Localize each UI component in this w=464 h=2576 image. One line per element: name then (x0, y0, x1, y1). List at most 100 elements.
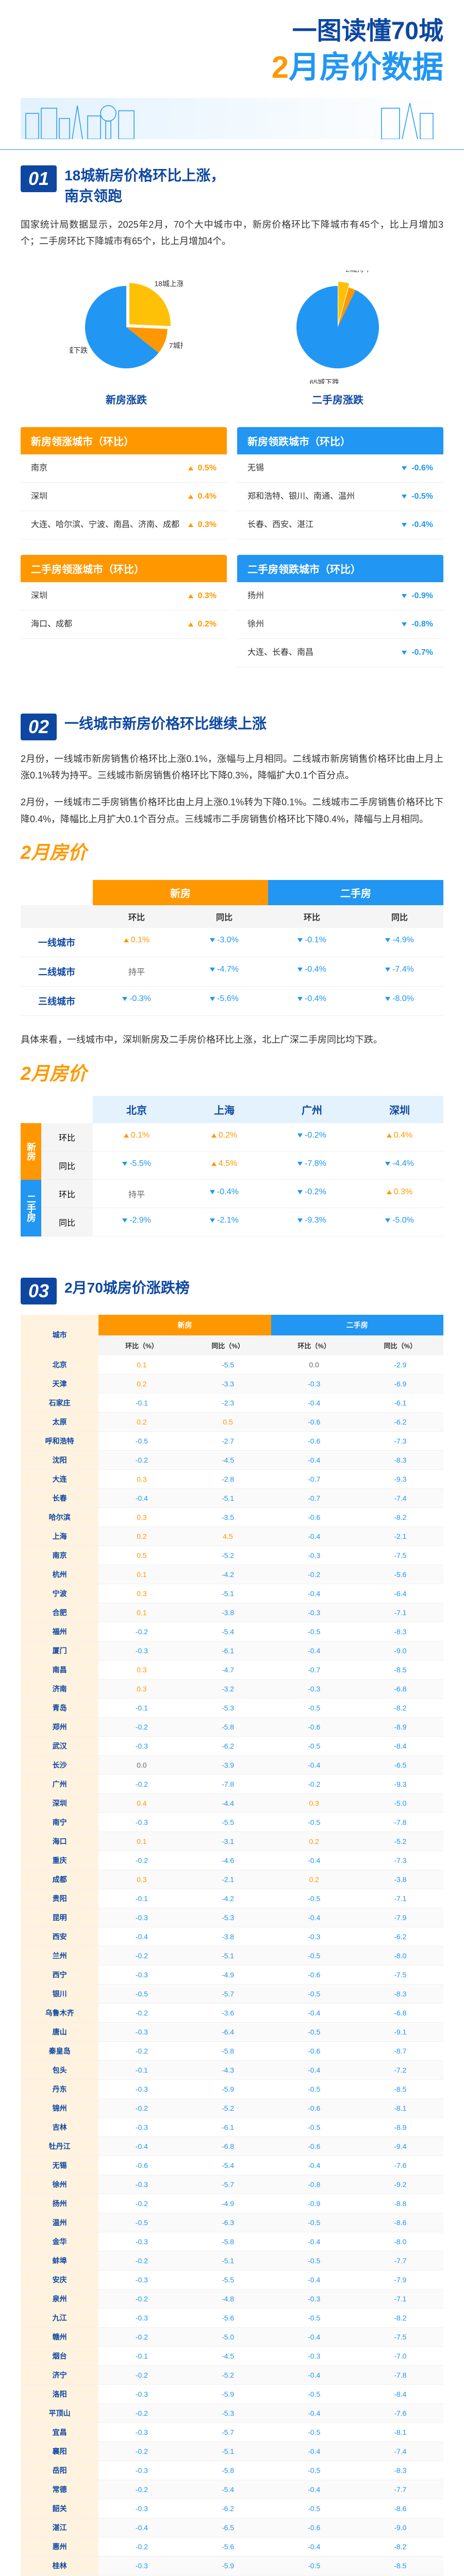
city-cell: -0.2% (268, 1123, 356, 1151)
table-row: 昆明 -0.3 -5.3 -0.4 -7.9 (21, 1908, 443, 1927)
table-row: 银川 -0.5 -5.7 -0.5 -8.3 (21, 1984, 443, 2003)
table-row: 徐州 -0.3 -5.7 -0.8 -9.2 (21, 2175, 443, 2194)
big-table: 城市 新房 二手房 环比（%） 同比（%） 环比（%） 同比（%） 北京 0.1… (21, 1315, 443, 2576)
city-cell: 4.5% (180, 1151, 268, 1179)
bt-cell: -0.2 (98, 2041, 185, 2060)
bt-city: 合肥 (21, 1603, 98, 1622)
bt-cell: 0.1 (98, 1565, 185, 1584)
bt-cell: -0.2 (271, 1774, 357, 1793)
bt-cell: -6.1 (357, 1393, 443, 1412)
city-group: 新房环比0.1%0.2%-0.2%0.4%同比-5.5%4.5%-7.8%-4.… (21, 1123, 443, 1180)
used-up-header: 二手房领涨城市（环比） (21, 555, 227, 582)
table-row: 贵阳 -0.1 -4.2 -0.5 -7.1 (21, 1889, 443, 1908)
bt-cell: -8.7 (357, 2041, 443, 2060)
table-row: 太原 0.2 0.5 -0.6 -6.2 (21, 1412, 443, 1431)
svg-text:7城持平: 7城持平 (169, 341, 183, 349)
bt-cell: -9.4 (357, 2137, 443, 2156)
bt-cell: -7.3 (357, 1431, 443, 1450)
bt-cell: -3.8 (357, 1870, 443, 1889)
table-row: 海口 0.1 -3.1 0.2 -5.2 (21, 1832, 443, 1851)
bt-cell: -8.0 (357, 1946, 443, 1965)
bt-city: 湛江 (21, 2518, 98, 2537)
bt-cell: -0.3 (98, 2175, 185, 2194)
bt-city: 南昌 (21, 1660, 98, 1679)
table-row: 南昌 0.3 -4.7 -0.7 -8.5 (21, 1660, 443, 1679)
bt-cell: -9.1 (357, 2022, 443, 2041)
section-1: 01 18城新房价格环比上涨， 南京领跑 国家统计局数据显示，2025年2月，7… (0, 150, 464, 698)
bt-cell: -0.2 (98, 1717, 185, 1736)
bt-cell: -8.5 (357, 2556, 443, 2575)
city-row: 环比0.1%0.2%-0.2%0.4% (41, 1123, 443, 1151)
pie-used: 3城上涨2城持平65城下跌 二手房涨跌 (260, 270, 415, 406)
bt-cell: -5.6 (185, 2308, 271, 2327)
bt-cell: -7.9 (357, 1908, 443, 1927)
bt-cell: -0.2 (98, 2194, 185, 2213)
title-month: 2 (272, 50, 289, 84)
bt-cell: -4.8 (185, 2289, 271, 2308)
bt-cell: -0.2 (98, 2365, 185, 2384)
bt-cell: -5.2 (357, 1832, 443, 1851)
bt-cell: -0.5 (271, 2384, 357, 2403)
bt-cell: -0.5 (271, 1698, 357, 1717)
used-leaders: 二手房领涨城市（环比） 深圳0.3%海口、成都0.2% 二手房领跌城市（环比） … (21, 555, 443, 667)
bt-cell: -0.3 (98, 2499, 185, 2518)
bt-cell: -0.3 (98, 2461, 185, 2480)
bt-cell: 0.2 (98, 1412, 185, 1431)
bt-city: 九江 (21, 2308, 98, 2327)
bt-cell: -0.4 (98, 1927, 185, 1946)
title-line2: 2月房价数据 (21, 47, 443, 88)
city-cell: 0.2% (180, 1123, 268, 1151)
leader-row: 海口、成都0.2% (21, 611, 227, 639)
bt-city: 赣州 (21, 2327, 98, 2346)
bt-city: 襄阳 (21, 2442, 98, 2461)
month-label-1-text: 2月房价 (21, 842, 87, 863)
bt-city: 北京 (21, 1355, 98, 1375)
bt-city-h: 城市 (21, 1315, 98, 1355)
city-cell: 0.4% (356, 1123, 443, 1151)
bt-city: 宜昌 (21, 2422, 98, 2442)
bt-cell: -0.2 (98, 2442, 185, 2461)
new-down-col: 新房领跌城市（环比） 无锡-0.6%郑和浩特、银川、南通、温州-0.5%长春、西… (237, 427, 443, 539)
bt-cell: -0.5 (271, 2308, 357, 2327)
leader-row: 大连、哈尔滨、宁波、南昌、济南、成都0.3% (21, 511, 227, 539)
bt-cell: -5.5 (185, 1355, 271, 1375)
table-row: 乌鲁木齐 -0.2 -3.6 -0.4 -6.8 (21, 2003, 443, 2022)
tier-label: 二线城市 (21, 957, 93, 986)
bt-cell: -5.1 (185, 1488, 271, 1507)
bt-cell: -0.5 (271, 1946, 357, 1965)
bt-cell: -0.4 (271, 2327, 357, 2346)
leader-row: 扬州-0.9% (237, 582, 443, 611)
skyline-illustration (21, 98, 443, 139)
leader-city: 深圳 (31, 590, 188, 602)
bt-cell: -5.9 (185, 2556, 271, 2575)
bt-cell: -0.3 (271, 1374, 357, 1393)
bt-cell: -0.6 (271, 2137, 357, 2156)
bt-cell: -5.7 (185, 1984, 271, 2003)
bt-cell: -0.5 (98, 2213, 185, 2232)
bt-cell: -0.6 (271, 2098, 357, 2117)
bt-cell: -0.3 (98, 1641, 185, 1660)
bt-city: 惠州 (21, 2537, 98, 2556)
bt-cell: -0.5 (271, 1984, 357, 2003)
city-header: 上海 (180, 1096, 268, 1123)
bt-cell: -0.2 (98, 1774, 185, 1793)
bt-cell: -5.7 (185, 2175, 271, 2194)
bt-cell: -5.8 (185, 1717, 271, 1736)
bt-cell: -8.5 (357, 1660, 443, 1679)
bt-cell: 0.3 (98, 1679, 185, 1698)
table-row: 安庆 -0.3 -5.5 -0.4 -7.9 (21, 2270, 443, 2289)
bt-cell: -8.6 (357, 2213, 443, 2232)
bt-city: 郑州 (21, 1717, 98, 1736)
bt-city: 吉林 (21, 2117, 98, 2137)
city-row-label: 同比 (41, 1208, 93, 1236)
pie-new-caption: 新房涨跌 (49, 392, 204, 406)
bt-cell: -0.1 (98, 1698, 185, 1717)
bt-cell: -6.2 (357, 1412, 443, 1431)
section-1-num: 01 (21, 165, 57, 192)
bt-cell: -7.4 (357, 2442, 443, 2461)
bt-cell: -9.0 (357, 2518, 443, 2537)
city-grid-header: 北京上海广州深圳 (21, 1096, 443, 1123)
bt-cell: -9.0 (357, 1641, 443, 1660)
tier-cell: -8.0% (356, 987, 443, 1015)
bt-cell: -8.1 (357, 2098, 443, 2117)
